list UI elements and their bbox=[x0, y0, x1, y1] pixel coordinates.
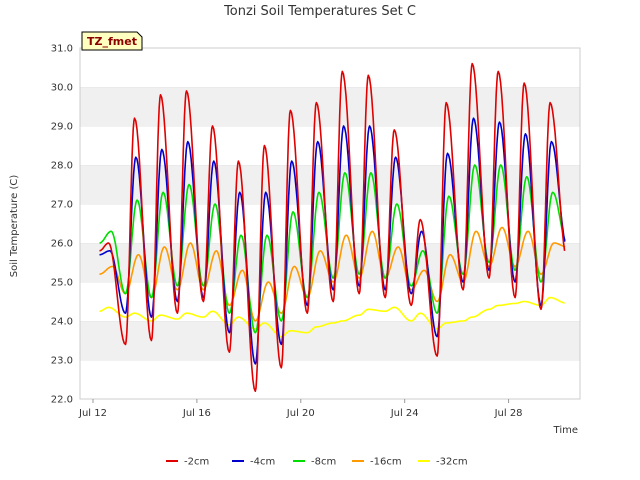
x-tick-label: Jul 16 bbox=[182, 408, 211, 419]
x-axis: Jul 12 Jul 16 Jul 20 Jul 24 Jul 28 bbox=[78, 399, 523, 419]
x-tick-label: Jul 20 bbox=[286, 408, 315, 419]
y-tick-label: 25.0 bbox=[51, 278, 73, 289]
y-tick-label: 23.0 bbox=[51, 356, 73, 367]
legend-label: -8cm bbox=[311, 457, 336, 468]
x-tick-label: Jul 24 bbox=[390, 408, 419, 419]
y-axis: 22.0 23.0 24.0 25.0 26.0 27.0 28.0 29.0 30.0 31.0 bbox=[51, 44, 73, 406]
y-tick-label: 28.0 bbox=[51, 161, 73, 172]
y-tick-label: 30.0 bbox=[51, 83, 73, 94]
y-tick-label: 22.0 bbox=[51, 395, 73, 406]
grid-band bbox=[80, 321, 580, 360]
y-tick-label: 26.0 bbox=[51, 239, 73, 250]
y-tick-label: 24.0 bbox=[51, 317, 73, 328]
legend-label: -16cm bbox=[370, 457, 402, 468]
chart-title: Tonzi Soil Temperatures Set C bbox=[223, 4, 416, 19]
annotation-tag: TZ_fmet bbox=[81, 31, 143, 51]
grid-band bbox=[80, 360, 580, 399]
series-line-minus-32cm bbox=[99, 296, 565, 338]
series-line-minus-8cm bbox=[99, 164, 566, 334]
series-layer bbox=[99, 62, 566, 392]
y-tick-label: 27.0 bbox=[51, 200, 73, 211]
annotation-tag-text: TZ_fmet bbox=[87, 35, 137, 48]
x-tick-label: Jul 28 bbox=[494, 408, 523, 419]
plot-area bbox=[79, 47, 581, 400]
grid-band bbox=[80, 87, 580, 126]
legend-label: -4cm bbox=[250, 457, 275, 468]
series-line-minus-2cm bbox=[99, 62, 566, 392]
x-axis-label: Time bbox=[553, 425, 578, 436]
legend-label: -32cm bbox=[436, 457, 468, 468]
annotation-tag-box bbox=[81, 31, 143, 51]
y-tick-label: 31.0 bbox=[51, 44, 73, 55]
y-tick-label: 29.0 bbox=[51, 122, 73, 133]
grid-band bbox=[80, 48, 580, 87]
series-line-minus-4cm bbox=[99, 117, 566, 365]
legend: -2cm -4cm -8cm -16cm -32cm bbox=[166, 457, 468, 468]
legend-label: -2cm bbox=[184, 457, 209, 468]
grid-bands bbox=[80, 47, 580, 399]
x-tick-label: Jul 12 bbox=[78, 408, 107, 419]
grid-band bbox=[80, 204, 580, 243]
y-axis-label: Soil Temperature (C) bbox=[9, 175, 20, 278]
